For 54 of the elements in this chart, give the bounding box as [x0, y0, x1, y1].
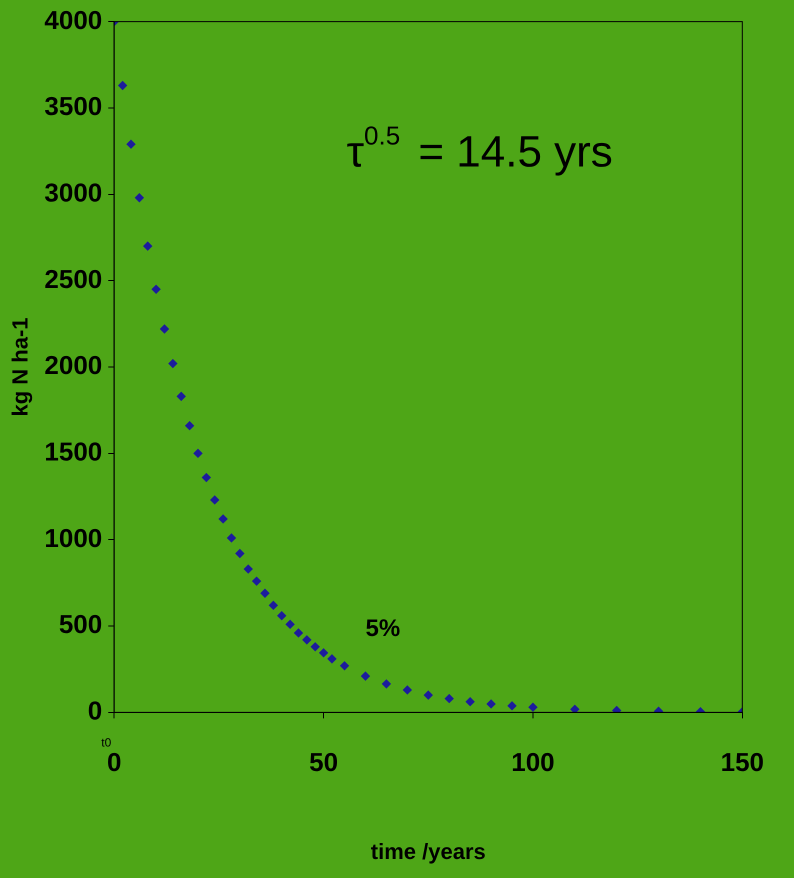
point [294, 628, 303, 638]
point [152, 284, 161, 294]
point [360, 672, 370, 681]
y-tick-label: 0 [88, 696, 102, 726]
point [252, 576, 262, 586]
y-tick-label: 2500 [44, 264, 102, 294]
point [244, 564, 253, 574]
y-tick-label: 2000 [44, 350, 102, 380]
point [528, 702, 538, 712]
point [570, 704, 580, 712]
point [402, 685, 412, 694]
x-tick-label: 0 [107, 747, 122, 778]
point [210, 495, 220, 504]
point [193, 448, 202, 458]
y-tick-label: 500 [58, 609, 102, 640]
point [508, 701, 517, 710]
x-axis-title: time /years [370, 838, 486, 864]
point [134, 193, 144, 202]
point [310, 642, 320, 652]
point [327, 654, 336, 664]
point [277, 611, 286, 620]
point [176, 392, 186, 401]
point [235, 549, 244, 558]
y-tick-label: 1000 [44, 522, 102, 553]
point [202, 473, 211, 482]
point [118, 81, 128, 90]
y-tick-label: 3000 [44, 177, 102, 208]
point [260, 588, 270, 598]
point [126, 140, 136, 149]
point [424, 690, 433, 700]
x-tick-label: 100 [511, 747, 555, 778]
point [466, 697, 475, 706]
point [444, 694, 454, 704]
point [143, 242, 152, 251]
point [486, 699, 496, 708]
x-tick-label: 150 [720, 747, 764, 778]
text: t0 [101, 736, 112, 750]
point [340, 661, 350, 670]
point [302, 635, 312, 644]
point [286, 620, 295, 629]
point [185, 421, 194, 430]
x-tick-label: 50 [309, 747, 338, 778]
point [319, 648, 328, 658]
point [218, 514, 228, 524]
y-axis-title: kg N ha-1 [7, 317, 32, 417]
point [168, 359, 178, 368]
point [226, 533, 236, 542]
y-tick-label: 3500 [44, 91, 102, 122]
y-tick-label: 1500 [44, 436, 102, 467]
point [160, 324, 169, 334]
point [382, 679, 391, 688]
point [268, 600, 278, 610]
y-tick-label: 4000 [44, 4, 102, 35]
annotation: 5% [365, 615, 400, 642]
